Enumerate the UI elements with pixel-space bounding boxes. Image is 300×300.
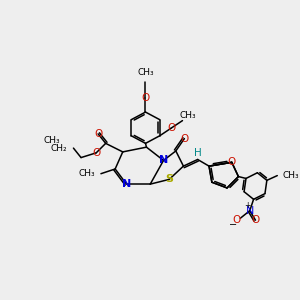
Text: N: N — [122, 179, 131, 189]
Text: O: O — [167, 123, 175, 133]
Text: O: O — [232, 215, 241, 225]
Text: O: O — [228, 157, 236, 167]
Text: N: N — [246, 206, 254, 216]
Text: CH₃: CH₃ — [282, 171, 298, 180]
Text: N: N — [159, 155, 168, 165]
Text: O: O — [92, 148, 100, 158]
Text: CH₂: CH₂ — [50, 144, 67, 153]
Text: CH₃: CH₃ — [137, 68, 154, 77]
Text: CH₃: CH₃ — [79, 169, 95, 178]
Text: CH₃: CH₃ — [44, 136, 60, 145]
Text: S: S — [165, 174, 173, 184]
Text: CH₃: CH₃ — [180, 111, 196, 120]
Text: O: O — [251, 215, 260, 225]
Text: +: + — [244, 201, 250, 210]
Text: O: O — [94, 129, 102, 139]
Text: O: O — [141, 93, 150, 103]
Text: O: O — [180, 134, 188, 144]
Text: H: H — [194, 148, 202, 158]
Text: −: − — [229, 220, 237, 230]
